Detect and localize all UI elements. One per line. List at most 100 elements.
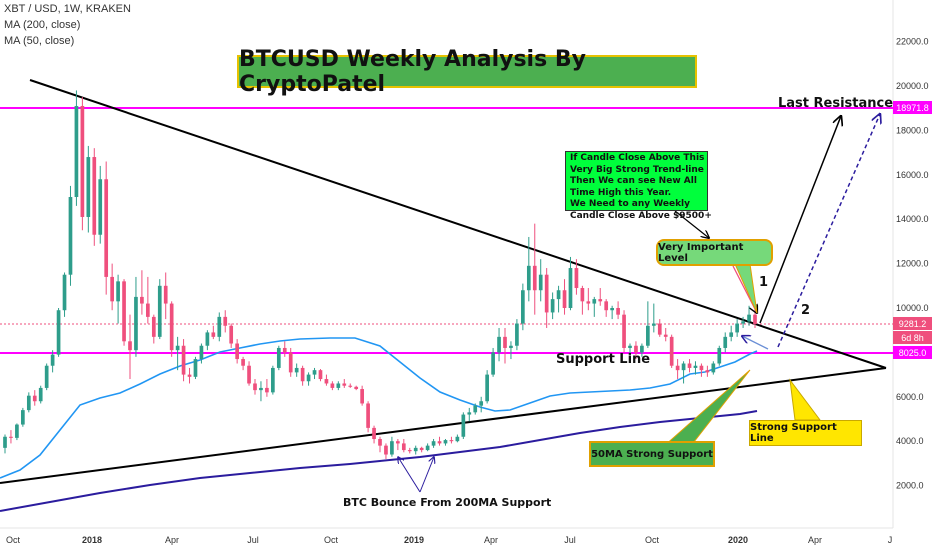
- x-tick-label: J: [888, 535, 893, 545]
- candle-body: [56, 310, 61, 355]
- candle-body: [336, 383, 341, 388]
- candle-body: [217, 316, 222, 337]
- support-line-label: Support Line: [556, 352, 651, 367]
- y-tick-label: 20000.0: [896, 81, 929, 91]
- y-tick-label: 12000.0: [896, 259, 929, 269]
- candle-body: [241, 359, 245, 366]
- analysis-note: If Candle Close Above This Very Big Stro…: [565, 151, 712, 221]
- candle-body: [205, 332, 210, 346]
- candle-body: [390, 441, 394, 455]
- candle-body: [247, 365, 251, 384]
- candle-body: [318, 370, 323, 380]
- y-tick-label: 14000.0: [896, 214, 929, 224]
- candle-body: [485, 374, 489, 402]
- vil-pointer: [734, 263, 758, 314]
- ascending-trendline[interactable]: [0, 367, 887, 484]
- candle-body: [68, 197, 73, 275]
- x-tick-label: Jul: [247, 535, 259, 545]
- y-tick-label: 2000.0: [896, 481, 924, 491]
- candle-body: [360, 389, 364, 404]
- candle-body: [312, 370, 317, 375]
- x-tick-label: Oct: [645, 535, 660, 545]
- arrow-note-to-level: [674, 210, 709, 238]
- candle-body: [146, 303, 150, 317]
- candle-body: [74, 105, 79, 197]
- ma200-line[interactable]: [0, 410, 758, 512]
- candle-body: [556, 290, 561, 300]
- candle-body: [526, 265, 531, 291]
- candle-body: [116, 281, 120, 302]
- current-price-tag: 9281.2: [893, 317, 932, 330]
- candle-body: [622, 314, 626, 348]
- chart-title: BTCUSD Weekly Analysis By CryptoPatel: [237, 47, 697, 97]
- candle-body: [151, 316, 156, 337]
- candle-body: [562, 290, 567, 308]
- candle-body: [348, 385, 353, 387]
- candle-body: [646, 325, 650, 346]
- price-axis[interactable]: 22000.0 20000.0 18000.0 16000.0 14000.0 12000…: [892, 0, 929, 528]
- candle-body: [401, 443, 406, 451]
- candle-body: [122, 281, 126, 342]
- candle-body: [324, 379, 329, 384]
- x-tick-label: Oct: [324, 535, 339, 545]
- time-axis[interactable]: Oct 2018 Apr Jul Oct 2019 Apr Jul Oct 2020 Apr J: [0, 527, 893, 545]
- candle-body: [616, 308, 620, 315]
- note-line: Then We can see New All: [570, 176, 697, 186]
- candle-body: [491, 352, 495, 375]
- candle-body: [592, 299, 597, 304]
- candle-body: [753, 314, 757, 324]
- candle-body: [604, 301, 609, 311]
- x-tick-label: 2019: [404, 535, 424, 545]
- last-resistance-label: Last Resistance: [778, 96, 894, 111]
- countdown-tag: 6d 8h: [893, 331, 932, 344]
- candle-body: [98, 179, 103, 235]
- candlestick-series[interactable]: [3, 90, 757, 459]
- candle-body: [140, 296, 144, 304]
- candle-body: [294, 367, 299, 373]
- candle-body: [425, 445, 430, 451]
- candle-body: [44, 365, 49, 388]
- candle-body: [288, 352, 293, 373]
- ma50-line[interactable]: [0, 337, 758, 479]
- candle-body: [26, 395, 31, 411]
- candle-body: [473, 405, 478, 413]
- candle-body: [86, 157, 91, 217]
- arrow-bounce-right: [419, 457, 434, 493]
- candle-body: [50, 354, 55, 366]
- candle-body: [711, 363, 716, 373]
- candle-body: [407, 450, 412, 452]
- candle-body: [532, 265, 537, 291]
- candle-body: [449, 440, 454, 442]
- arrow-path-1: [759, 116, 841, 324]
- candle-body: [681, 363, 686, 371]
- candle-body: [675, 365, 680, 371]
- candle-body: [62, 274, 67, 311]
- candle-body: [693, 365, 698, 368]
- candle-body: [396, 441, 400, 444]
- arrow-path-2: [777, 114, 880, 348]
- arrow-to-support: [742, 336, 769, 350]
- y-tick-label: 10000.0: [896, 303, 929, 313]
- x-tick-label: 2018: [82, 535, 102, 545]
- candle-body: [110, 276, 114, 302]
- candle-body: [461, 414, 466, 437]
- resistance-price-tag: 18971.8: [893, 101, 932, 114]
- candle-body: [437, 441, 442, 444]
- candle-body: [265, 387, 269, 393]
- candle-body: [223, 316, 228, 326]
- candle-body: [729, 332, 734, 337]
- y-tick-label: 6000.0: [896, 392, 924, 402]
- y-tick-label: 4000.0: [896, 436, 924, 446]
- candle-body: [134, 296, 138, 351]
- candle-body: [628, 345, 632, 348]
- candle-body: [544, 274, 549, 313]
- y-tick-label: 22000.0: [896, 37, 929, 47]
- candle-body: [175, 345, 180, 351]
- candle-body: [657, 323, 662, 335]
- candle-body: [717, 347, 722, 364]
- candle-body: [181, 345, 186, 375]
- candle-body: [479, 401, 484, 406]
- candle-body: [366, 403, 370, 428]
- candle-body: [586, 301, 591, 304]
